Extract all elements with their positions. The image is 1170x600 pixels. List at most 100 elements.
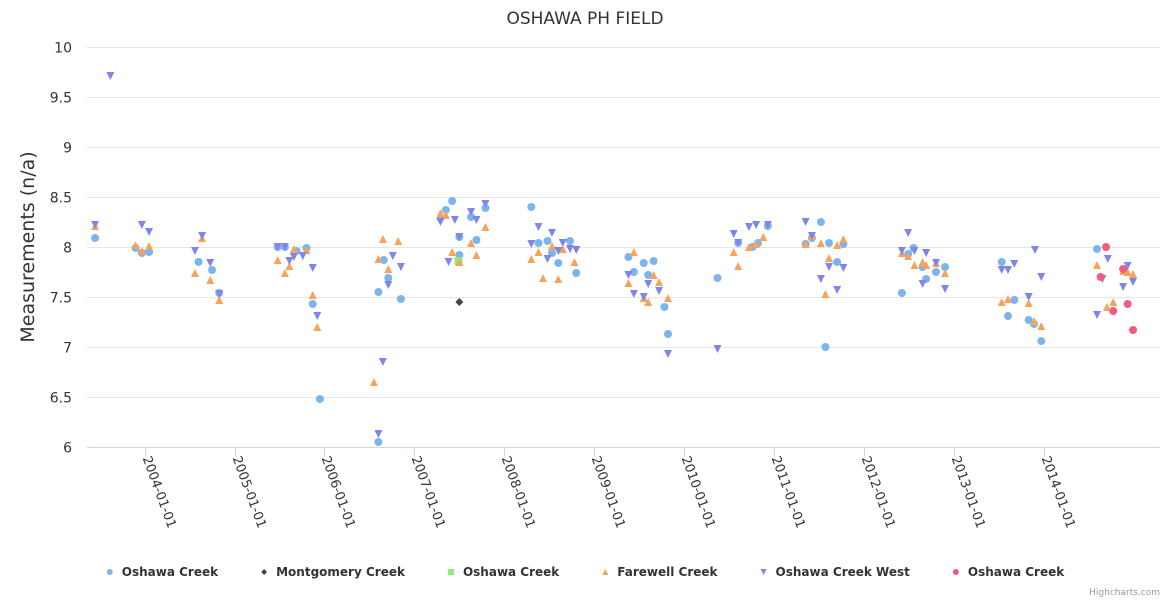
data-point[interactable] [1123,262,1132,270]
data-point[interactable] [932,268,941,276]
data-point[interactable] [1129,270,1138,278]
data-point[interactable] [839,264,848,272]
data-point[interactable] [825,254,834,262]
data-point[interactable] [394,237,403,245]
data-point[interactable] [388,252,397,260]
data-point[interactable] [1010,260,1019,268]
data-point[interactable] [565,237,574,245]
data-point[interactable] [897,247,906,255]
data-point[interactable] [543,237,552,245]
data-point[interactable] [734,239,743,247]
data-point[interactable] [313,312,322,320]
data-point[interactable] [997,266,1006,274]
data-point[interactable] [441,211,450,219]
data-point[interactable] [145,228,154,236]
data-point[interactable] [644,280,653,288]
data-point[interactable] [145,242,154,250]
data-point[interactable] [208,266,217,274]
data-point[interactable] [273,256,282,264]
data-point[interactable] [729,230,738,238]
data-point[interactable] [904,252,913,260]
data-point[interactable] [378,235,387,243]
data-point[interactable] [941,269,950,277]
data-point[interactable] [374,288,383,296]
data-point[interactable] [206,276,215,284]
data-point[interactable] [839,235,848,243]
data-point[interactable] [1096,273,1105,281]
data-point[interactable] [448,248,457,256]
data-point[interactable] [624,271,633,279]
data-point[interactable] [1123,268,1132,276]
data-point[interactable] [744,243,753,251]
data-point[interactable] [441,206,450,214]
data-point[interactable] [922,249,931,257]
legend-item[interactable]: Oshawa Creek [447,565,560,579]
data-point[interactable] [713,345,722,353]
data-point[interactable] [833,286,842,294]
data-point[interactable] [1037,273,1046,281]
data-point[interactable] [816,218,825,226]
data-point[interactable] [729,248,738,256]
data-point[interactable] [285,257,294,265]
data-point[interactable] [997,298,1006,306]
data-point[interactable] [280,243,289,251]
data-point[interactable] [801,218,810,226]
data-point[interactable] [821,290,830,298]
data-point[interactable] [918,258,927,266]
data-point[interactable] [106,72,115,80]
data-point[interactable] [1093,261,1102,269]
data-point[interactable] [308,264,317,272]
data-point[interactable] [91,221,100,229]
data-point[interactable] [436,218,445,226]
legend-item[interactable]: Oshawa Creek West [760,565,911,579]
data-point[interactable] [664,350,673,358]
data-point[interactable] [1010,296,1019,304]
data-point[interactable] [664,330,673,338]
data-point[interactable] [1123,300,1132,308]
data-point[interactable] [206,259,215,267]
data-point[interactable] [1024,293,1033,301]
data-point[interactable] [629,268,638,276]
data-point[interactable] [910,247,919,255]
data-point[interactable] [558,245,567,253]
data-point[interactable] [752,221,761,229]
data-point[interactable] [1003,266,1012,274]
data-point[interactable] [215,296,224,304]
data-point[interactable] [455,258,464,266]
data-point[interactable] [644,271,653,279]
data-point[interactable] [1093,245,1102,253]
data-point[interactable] [801,240,810,248]
data-point[interactable] [922,261,931,269]
data-point[interactable] [289,253,298,261]
data-point[interactable] [467,208,476,216]
data-point[interactable] [289,245,298,253]
data-point[interactable] [624,279,633,287]
data-point[interactable] [543,255,552,263]
data-point[interactable] [649,271,658,279]
data-point[interactable] [941,263,950,271]
data-point[interactable] [481,200,490,208]
data-point[interactable] [448,197,457,205]
data-point[interactable] [384,281,393,289]
data-point[interactable] [572,269,581,277]
data-point[interactable] [285,262,294,270]
data-point[interactable] [572,246,581,254]
data-point[interactable] [918,280,927,288]
legend-item[interactable]: Oshawa Creek [106,565,219,579]
data-point[interactable] [308,300,317,308]
data-point[interactable] [734,262,743,270]
data-point[interactable] [554,259,563,267]
data-point[interactable] [997,258,1006,266]
data-point[interactable] [558,239,567,247]
data-point[interactable] [655,287,664,295]
data-point[interactable] [752,240,761,248]
data-point[interactable] [467,213,476,221]
data-point[interactable] [527,203,536,211]
data-point[interactable] [644,298,653,306]
legend-item[interactable]: Farewell Creek [602,565,719,579]
data-point[interactable] [472,236,481,244]
data-point[interactable] [713,274,722,282]
data-point[interactable] [759,233,768,241]
data-point[interactable] [1129,278,1138,286]
data-point[interactable] [904,229,913,237]
